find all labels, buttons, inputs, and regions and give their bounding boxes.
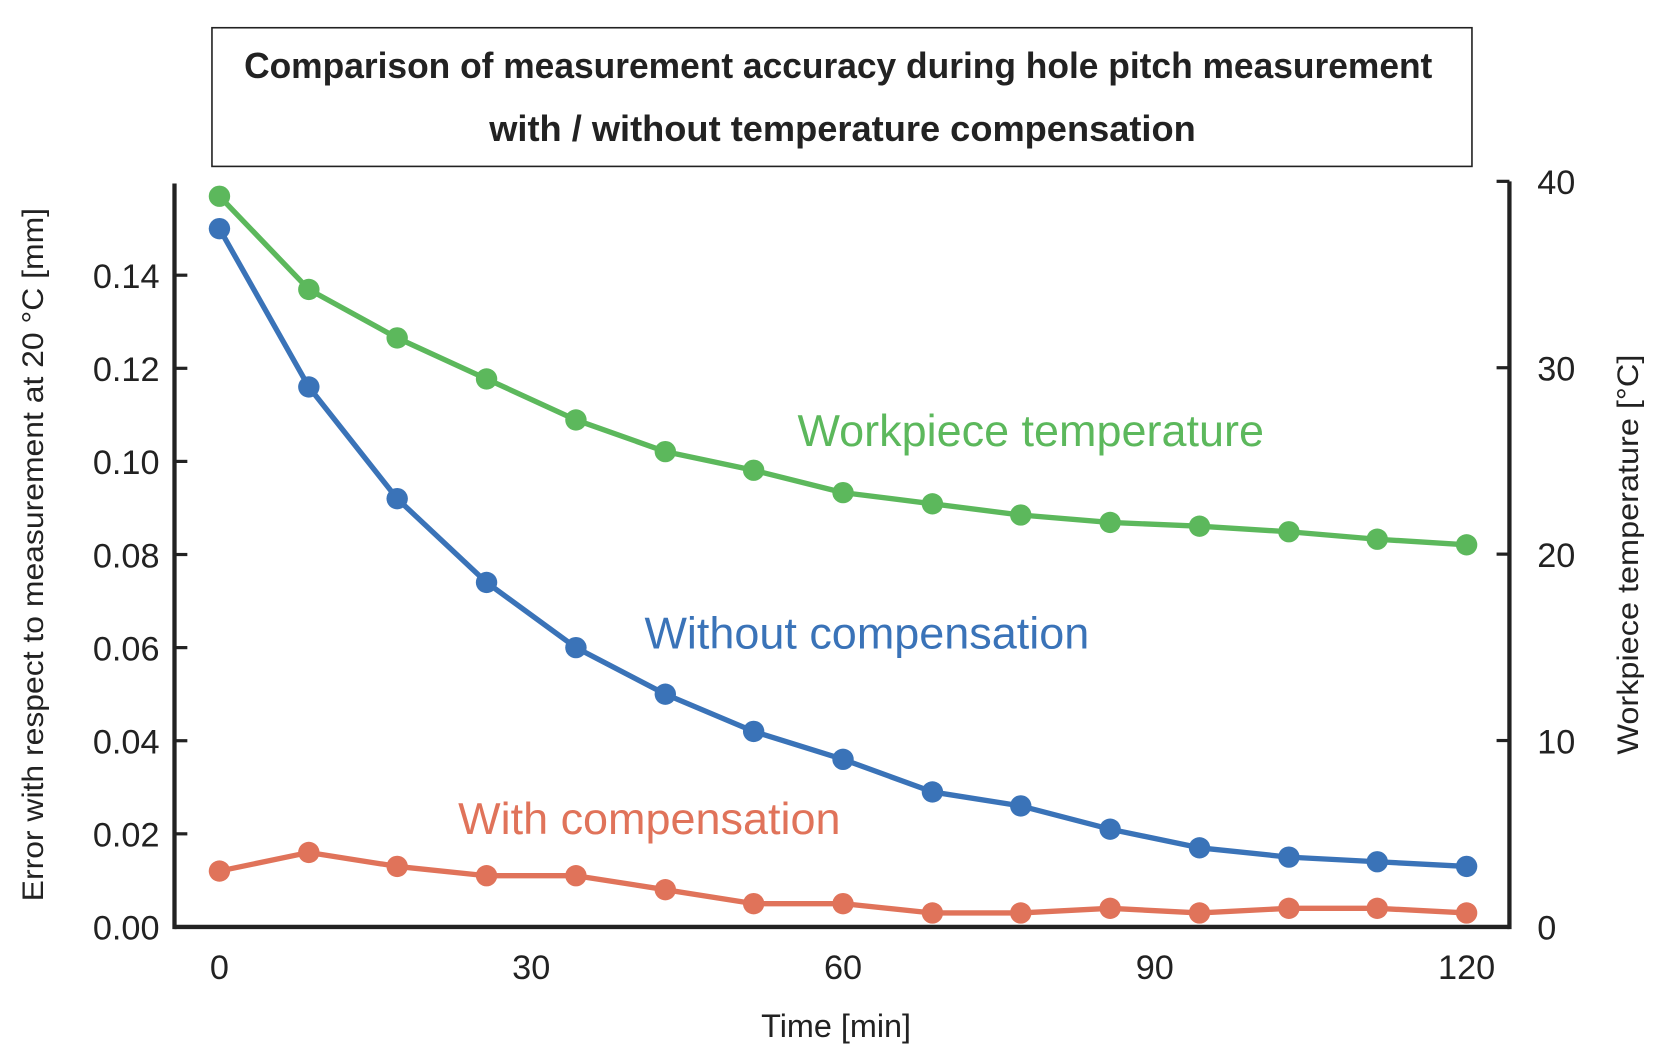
data-point-with-compensation — [298, 841, 320, 864]
data-point-workpiece-temperature — [386, 327, 408, 349]
data-point-workpiece-temperature — [475, 368, 498, 390]
data-point-without-compensation — [742, 720, 765, 743]
x-tick-label: 120 — [1438, 949, 1495, 987]
data-point-with-compensation — [386, 855, 408, 878]
data-point-with-compensation — [921, 902, 944, 924]
data-point-without-compensation — [298, 376, 320, 398]
data-point-workpiece-temperature — [832, 481, 854, 504]
data-point-without-compensation — [1010, 795, 1032, 817]
chart-title-line-1: Comparison of measurement accuracy durin… — [244, 45, 1432, 86]
data-point-with-compensation — [1010, 902, 1032, 924]
data-point-without-compensation — [654, 683, 677, 705]
y2-tick-label: 40 — [1537, 164, 1575, 202]
y-tick-label: 0.08 — [93, 537, 160, 575]
data-point-with-compensation — [1188, 902, 1211, 924]
data-point-without-compensation — [1366, 851, 1388, 873]
data-point-with-compensation — [654, 879, 677, 901]
y2-tick-label: 10 — [1537, 723, 1575, 761]
data-point-with-compensation — [208, 860, 231, 882]
y2-tick-label: 20 — [1537, 537, 1575, 575]
data-point-with-compensation — [1366, 897, 1388, 919]
data-point-workpiece-temperature — [921, 493, 944, 515]
data-point-with-compensation — [1455, 902, 1478, 924]
y2-axis-label: Workpiece temperature [°C] — [1612, 355, 1645, 755]
data-point-without-compensation — [921, 781, 944, 803]
data-point-workpiece-temperature — [565, 409, 587, 431]
data-point-workpiece-temperature — [1366, 528, 1388, 550]
series-label-without-compensation: Without compensation — [644, 608, 1089, 659]
series-layer: Workpiece temperature Without compensatio… — [208, 185, 1478, 924]
data-point-without-compensation — [832, 748, 854, 771]
data-point-with-compensation — [475, 865, 498, 887]
data-point-with-compensation — [1278, 897, 1300, 919]
data-point-workpiece-temperature — [298, 278, 320, 301]
y-tick-label: 0.06 — [93, 630, 160, 668]
data-point-with-compensation — [742, 892, 765, 915]
series-label-with-compensation: With compensation — [458, 793, 840, 844]
data-point-without-compensation — [386, 487, 408, 510]
data-point-workpiece-temperature — [1455, 534, 1478, 556]
y-tick-label: 0.02 — [93, 817, 160, 855]
y-axis-label: Error with respect to measurement at 20 … — [17, 208, 50, 901]
data-point-workpiece-temperature — [1099, 511, 1121, 534]
series-line-without-compensation — [217, 227, 1467, 870]
y-tick-label: 0.14 — [93, 258, 160, 296]
x-tick-label: 60 — [824, 949, 862, 987]
data-point-workpiece-temperature — [654, 440, 677, 463]
chart-title-line-2: with / without temperature compensation — [488, 108, 1196, 149]
x-tick-label: 30 — [512, 949, 550, 987]
y2-tick-label: 30 — [1537, 351, 1575, 389]
y-tick-label: 0.12 — [93, 351, 160, 389]
data-point-without-compensation — [1188, 837, 1211, 859]
data-point-with-compensation — [1099, 897, 1121, 919]
data-point-without-compensation — [1455, 855, 1478, 878]
data-point-with-compensation — [832, 892, 854, 915]
data-point-without-compensation — [565, 636, 587, 659]
data-point-without-compensation — [475, 571, 498, 594]
y-tick-label: 0.10 — [93, 444, 160, 482]
data-point-workpiece-temperature — [1010, 504, 1032, 526]
y-tick-label: 0.04 — [93, 724, 160, 762]
y2-tick-label: 0 — [1537, 910, 1556, 948]
title-box: Comparison of measurement accuracy durin… — [211, 26, 1473, 168]
axes: 0.00 0.02 0.04 0.06 0.08 0.10 0.12 0.14 0 10 20 30 4… — [93, 164, 1576, 987]
x-tick-label: 0 — [210, 949, 229, 987]
data-point-workpiece-temperature — [208, 185, 231, 207]
data-point-workpiece-temperature — [1188, 515, 1211, 537]
data-point-without-compensation — [208, 217, 231, 240]
data-point-workpiece-temperature — [1278, 521, 1300, 543]
data-point-workpiece-temperature — [742, 459, 765, 481]
series-label-workpiece-temperature: Workpiece temperature — [798, 405, 1264, 456]
data-point-with-compensation — [565, 865, 587, 887]
data-point-without-compensation — [1278, 846, 1300, 868]
y-tick-label: 0.00 — [93, 910, 160, 948]
data-point-without-compensation — [1099, 818, 1121, 840]
x-tick-label: 90 — [1136, 949, 1174, 987]
x-axis-label: Time [min] — [761, 1008, 911, 1044]
